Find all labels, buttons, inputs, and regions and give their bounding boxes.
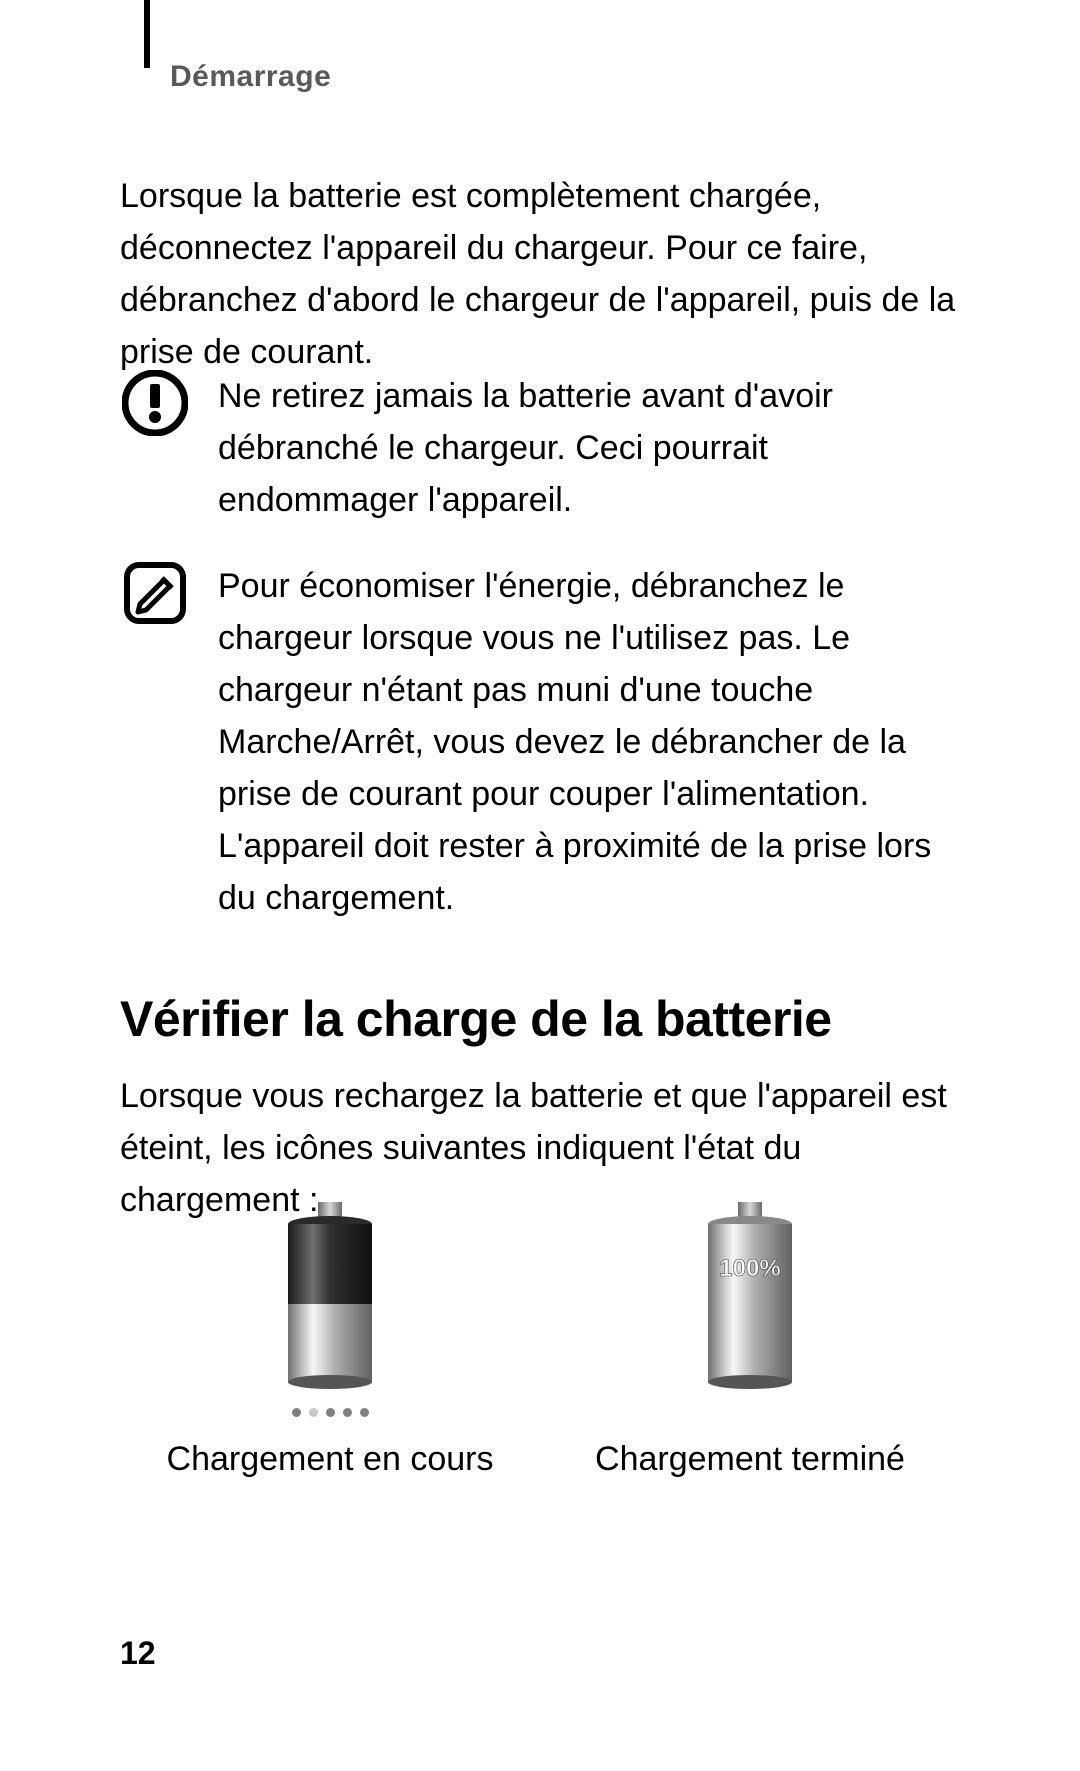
chapter-title: Démarrage <box>170 60 331 94</box>
figure-full: 100% Chargement terminé <box>540 1200 960 1479</box>
battery-charging-icon <box>270 1200 390 1390</box>
caption-charging: Chargement en cours <box>167 1440 494 1479</box>
caption-full: Chargement terminé <box>595 1440 905 1479</box>
battery-full-icon: 100% <box>690 1200 810 1390</box>
dot-on <box>343 1408 352 1417</box>
manual-page: Démarrage Lorsque la batterie est complè… <box>0 0 1080 1771</box>
note-callout: Pour économiser l'énergie, débranchez le… <box>120 560 958 924</box>
dot-on <box>360 1408 369 1417</box>
warning-text: Ne retirez jamais la batterie avant d'av… <box>218 370 958 526</box>
warning-icon <box>120 370 190 436</box>
charging-dots <box>292 1408 369 1420</box>
section-heading: Vérifier la charge de la batterie <box>120 990 832 1048</box>
dot-off <box>309 1408 318 1417</box>
battery-figures-row: Chargement en cours 100% Charg <box>120 1200 960 1479</box>
note-text: Pour économiser l'énergie, débranchez le… <box>218 560 958 924</box>
page-number: 12 <box>120 1635 156 1672</box>
intro-paragraph: Lorsque la batterie est complètement cha… <box>120 170 960 378</box>
battery-100-label: 100% <box>719 1255 780 1282</box>
header-rule-vertical <box>144 0 150 68</box>
warning-callout: Ne retirez jamais la batterie avant d'av… <box>120 370 958 526</box>
dot-on <box>292 1408 301 1417</box>
note-icon <box>120 560 190 626</box>
figure-charging: Chargement en cours <box>120 1200 540 1479</box>
dot-on <box>326 1408 335 1417</box>
